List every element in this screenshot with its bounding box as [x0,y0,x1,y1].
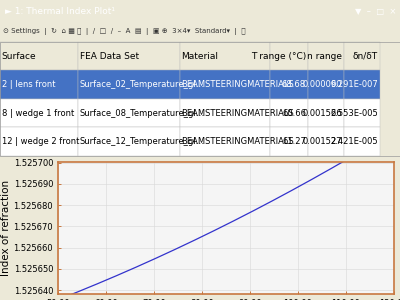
Text: Surface: Surface [2,52,36,61]
Bar [270,42,308,70]
Text: Surface_08_Temperature_gl…: Surface_08_Temperature_gl… [80,109,205,118]
Text: FEA Data Set: FEA Data Set [80,52,139,61]
Bar [344,70,380,99]
Text: BEAMSTEERINGMATERIALS: BEAMSTEERINGMATERIALS [182,109,294,118]
Bar [180,99,270,128]
Text: 61.27: 61.27 [282,137,306,146]
Text: 2 | lens front: 2 | lens front [2,80,55,89]
Text: n range: n range [307,52,342,61]
Bar [78,99,180,128]
Bar [180,70,270,99]
Bar [308,70,344,99]
Text: ▼  –  □  ×: ▼ – □ × [355,7,396,16]
Bar [0,42,78,70]
Text: BEAMSTEERINGMATERIALS: BEAMSTEERINGMATERIALS [182,137,294,146]
Bar [308,42,344,70]
Text: 9.291E-007: 9.291E-007 [330,80,378,89]
Bar [270,70,308,99]
Bar [180,42,270,70]
Bar [308,99,344,128]
Text: 0.000060: 0.000060 [302,80,342,89]
Text: 8 | wedge 1 front: 8 | wedge 1 front [2,109,74,118]
Text: 0.001527: 0.001527 [302,137,342,146]
Bar [78,42,180,70]
Bar [0,99,78,128]
Text: ⊙ Settings  |  ↻  ⌂ ▦ ⎙  |  /  □  /  –  A  ▤  |  ▣ ⊕  3×4▾  Standard▾  |  ❓: ⊙ Settings | ↻ ⌂ ▦ ⎙ | / □ / – A ▤ | ▣ ⊕… [3,28,246,35]
Bar [78,70,180,99]
Bar [308,128,344,156]
Bar [180,128,270,156]
Text: 2.421E-005: 2.421E-005 [330,137,378,146]
Bar [270,128,308,156]
Text: 60.66: 60.66 [282,109,306,118]
Bar [344,99,380,128]
Bar [270,99,308,128]
Bar [344,42,380,70]
Text: Surface_02_Temperature_gl…: Surface_02_Temperature_gl… [80,80,205,89]
Text: 68.68: 68.68 [282,80,306,89]
Text: T range (°C): T range (°C) [251,52,306,61]
Bar [344,128,380,156]
Text: 0.001566: 0.001566 [302,109,342,118]
Text: ► 1: Thermal Index Plot¹: ► 1: Thermal Index Plot¹ [5,7,115,16]
Text: 2.553E-005: 2.553E-005 [330,109,378,118]
Text: Material: Material [182,52,218,61]
Bar [78,128,180,156]
Text: δn/δT: δn/δT [353,52,378,61]
Text: 12 | wedge 2 front: 12 | wedge 2 front [2,137,79,146]
Text: BEAMSTEERINGMATERIALS: BEAMSTEERINGMATERIALS [182,80,294,89]
Y-axis label: Index of refraction: Index of refraction [1,180,11,276]
Text: Surface_12_Temperature_gl…: Surface_12_Temperature_gl… [80,137,205,146]
Bar [0,128,78,156]
Bar [0,70,78,99]
